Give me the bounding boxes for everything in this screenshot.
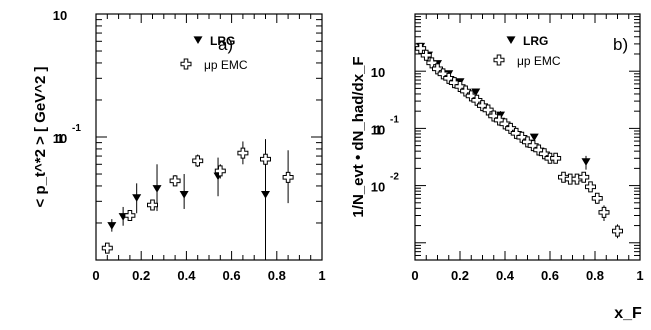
series-lrg [107, 139, 270, 260]
legend-label-lrg: LRG [523, 34, 548, 48]
y-tick-label: 10 [371, 180, 385, 195]
data-point-emc [282, 171, 294, 183]
data-point-emc [591, 192, 603, 204]
x-tick-label: 1 [636, 268, 643, 283]
legend-label-emc: μp EMC [517, 54, 561, 68]
data-point-emc [558, 171, 569, 183]
data-point-emc [260, 153, 271, 165]
y-tick-label: 1 [374, 122, 381, 137]
series-emc [101, 139, 294, 254]
data-point-lrg [581, 158, 591, 166]
data-point-lrg [107, 222, 117, 230]
data-point-emc [237, 147, 249, 159]
x-tick-label: 0 [92, 268, 99, 283]
series-emc [415, 42, 623, 239]
x-tick-label: 0 [411, 268, 418, 283]
data-point-lrg [132, 194, 142, 202]
x-tick-label: 0.2 [132, 268, 150, 283]
x-tick-label: 0.2 [451, 268, 469, 283]
data-point-emc [101, 242, 113, 254]
legend-marker-emc [180, 58, 192, 70]
data-point-emc [420, 49, 432, 61]
data-point-lrg [529, 133, 539, 142]
x-axis-label: x_F [614, 305, 642, 322]
y-tick-label: 10 [371, 122, 385, 137]
y-tick-exponent: -1 [72, 123, 81, 134]
data-point-emc [147, 199, 158, 211]
data-point-emc [585, 181, 596, 193]
data-point-lrg [152, 185, 162, 193]
y-tick-exponent: -1 [390, 114, 399, 125]
y-tick-label: 1 [56, 131, 63, 146]
data-point-lrg [261, 191, 270, 199]
panel-label: b) [613, 35, 628, 54]
y-axis-label: 1/N_evt • dN_had/dx_F [350, 56, 367, 217]
legend-marker-lrg [506, 36, 516, 45]
data-point-emc [214, 165, 226, 177]
data-point-emc [578, 171, 590, 183]
x-tick-label: 0.4 [496, 268, 515, 283]
x-tick-label: 0.4 [177, 268, 196, 283]
x-tick-label: 0.6 [223, 268, 241, 283]
data-point-emc [192, 155, 204, 167]
x-tick-label: 0.6 [541, 268, 559, 283]
data-point-emc [612, 225, 623, 237]
y-axis-label: < p_t^*2 > [ GeV^2 ] [32, 67, 49, 208]
legend-label-emc: μp EMC [204, 58, 248, 72]
data-point-emc [598, 206, 610, 218]
y-tick-label: 10 [371, 65, 385, 80]
legend-label-lrg: LRG [210, 34, 235, 48]
x-tick-label: 0.8 [268, 268, 286, 283]
legend-marker-lrg [193, 36, 203, 45]
y-tick-label: 10 [53, 8, 67, 23]
plot-frame [95, 13, 323, 261]
panel-label: a) [218, 35, 233, 54]
y-tick-label: 10 [53, 131, 67, 146]
data-point-lrg [179, 191, 189, 199]
data-point-emc [550, 152, 562, 164]
x-tick-label: 1 [318, 268, 325, 283]
legend-marker-emc [493, 54, 505, 66]
x-tick-label: 0.8 [586, 268, 604, 283]
data-point-emc [124, 210, 136, 222]
y-tick-exponent: -2 [390, 172, 399, 183]
data-point-emc [169, 175, 181, 187]
